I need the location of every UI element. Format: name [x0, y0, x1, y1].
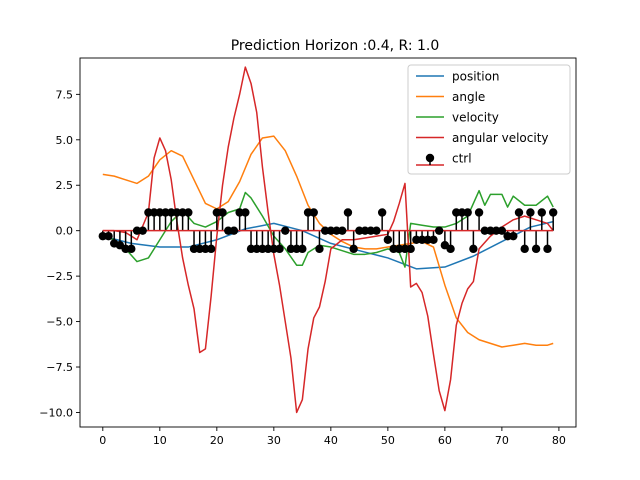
series-group — [98, 66, 558, 414]
ctrl-marker — [338, 226, 347, 235]
ctrl-marker — [298, 244, 307, 254]
ctrl-marker — [383, 235, 393, 244]
ctrl-marker — [127, 244, 136, 254]
ctrl-marker — [372, 226, 381, 235]
ctrl-marker — [343, 208, 353, 217]
ctrl-marker — [520, 244, 529, 254]
legend-label: position — [452, 70, 500, 84]
ctrl-marker — [377, 208, 387, 217]
plot-area — [98, 66, 558, 414]
ctrl-marker — [184, 208, 193, 217]
ctrl-marker — [138, 226, 147, 235]
legend: position angle velocity angular velocity ctr… — [407, 64, 571, 175]
series-line-angular-velocity — [102, 66, 554, 414]
legend-entry: velocity — [416, 111, 499, 125]
x-tick-label: 10 — [153, 434, 167, 447]
x-tick-label: 50 — [381, 434, 395, 447]
ctrl-marker — [469, 244, 478, 254]
x-tick-label: 0 — [99, 434, 106, 447]
ctrl-markers — [98, 208, 558, 254]
y-tick-label: 7.5 — [56, 88, 74, 101]
axes: 0 10 20 30 40 50 60 70 80 −10.0 −7.5 −5.0 −2.5 0.0 2.5… — [39, 57, 577, 447]
ctrl-marker — [497, 226, 507, 235]
ctrl-marker — [548, 208, 558, 217]
ctrl-marker — [218, 208, 227, 217]
ctrl-marker — [309, 208, 318, 217]
ctrl-marker — [206, 244, 216, 254]
ctrl-marker — [526, 208, 535, 217]
x-tick-label: 80 — [552, 434, 566, 447]
y-tick-label: 5.0 — [56, 134, 74, 147]
legend-label: angle — [452, 90, 485, 104]
ctrl-marker — [531, 244, 541, 254]
legend-entry: ctrl — [416, 152, 472, 166]
y-tick-label: −2.5 — [46, 270, 73, 283]
legend-entry: position — [416, 70, 500, 84]
x-tick-label: 20 — [210, 434, 224, 447]
ctrl-marker — [104, 231, 113, 241]
legend-entry: angular velocity — [416, 131, 549, 145]
ctrl-marker — [429, 235, 438, 244]
legend-label: angular velocity — [452, 131, 549, 145]
ctrl-marker — [229, 226, 239, 235]
legend-box — [407, 64, 571, 175]
x-tick-label: 40 — [324, 434, 338, 447]
chart-title: Prediction Horizon :0.4, R: 1.0 — [231, 38, 440, 54]
y-tick-label: 0.0 — [56, 225, 74, 238]
y-tick-label: 2.5 — [56, 179, 74, 192]
ctrl-marker — [281, 226, 290, 235]
y-tick-label: −5.0 — [46, 316, 73, 329]
ctrl-marker — [543, 244, 552, 254]
ctrl-marker — [406, 244, 415, 254]
y-tick-label: −10.0 — [39, 406, 73, 419]
ctrl-marker — [315, 244, 324, 254]
ctrl-marker — [514, 208, 524, 217]
ctrl-marker — [474, 208, 484, 217]
ctrl-marker — [446, 244, 455, 254]
legend-label: ctrl — [452, 152, 472, 166]
ctrl-marker — [349, 244, 358, 254]
x-tick-label: 30 — [267, 434, 281, 447]
legend-entry: angle — [416, 90, 485, 104]
legend-label: velocity — [452, 111, 499, 125]
ctrl-marker — [241, 208, 250, 217]
ctrl-marker — [434, 226, 444, 235]
legend-swatch-marker — [425, 153, 435, 163]
series-line-position — [102, 220, 554, 270]
ctrl-marker — [509, 231, 518, 241]
ctrl-marker — [275, 244, 284, 254]
y-tick-label: −7.5 — [46, 361, 73, 374]
x-tick-label: 60 — [438, 434, 452, 447]
x-tick-label: 70 — [495, 434, 509, 447]
axes-frame — [79, 57, 577, 428]
ctrl-marker — [463, 208, 472, 217]
ctrl-marker — [537, 208, 546, 217]
